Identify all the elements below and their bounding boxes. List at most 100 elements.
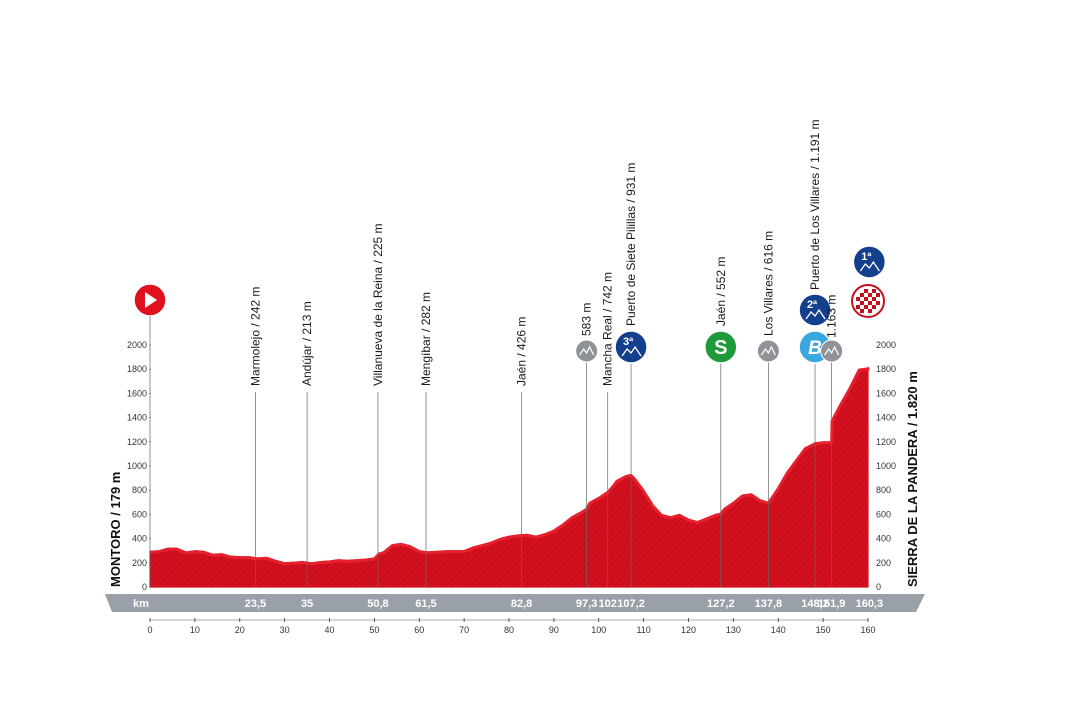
y-tick-label-right: 400 [876, 534, 891, 544]
y-tick-label-left: 1800 [127, 364, 147, 374]
elevation-profile-area [149, 366, 869, 588]
y-tick-label-left: 1400 [127, 413, 147, 423]
marker-label: Jaén / 426 m [515, 317, 529, 386]
km-band-label: km [133, 598, 149, 610]
checker-square [864, 305, 868, 309]
small-climb-icon [820, 339, 844, 363]
marker-km-label: 23,5 [245, 598, 266, 610]
x-tick-label: 0 [147, 625, 152, 635]
y-tick-label-right: 2000 [876, 340, 896, 350]
y-tick-label-right: 200 [876, 558, 891, 568]
y-tick-label-right: 1000 [876, 461, 896, 471]
mountain-glyph [579, 345, 595, 356]
checker-square [876, 293, 880, 297]
marker-km-label: 35 [301, 598, 313, 610]
marker-label: Villanueva de la Reina / 225 m [371, 223, 385, 386]
mountain-glyph [805, 308, 826, 320]
marker-km-label: 160,3 [856, 598, 884, 610]
x-tick-label: 60 [414, 625, 424, 635]
checker-square [860, 293, 864, 297]
y-tick-label-right: 1400 [876, 413, 896, 423]
checker-square [872, 305, 876, 309]
start-location-label: MONTORO / 179 m [108, 472, 123, 587]
x-tick-label: 90 [549, 625, 559, 635]
checker-square [868, 301, 872, 305]
checker-square [872, 297, 876, 301]
marker-label: Puerto de Siete Pilillas / 931 m [624, 163, 638, 326]
marker-km-label: 137,8 [755, 598, 783, 610]
y-tick-label-left: 1000 [127, 461, 147, 471]
y-tick-label-right: 1800 [876, 364, 896, 374]
marker-label: 583 m [580, 303, 594, 336]
play-glyph [145, 292, 157, 308]
marker-label: Mancha Real / 742 m [601, 272, 615, 386]
y-tick-label-right: 800 [876, 485, 891, 495]
sprint-label: S [714, 337, 727, 359]
y-tick-label-left: 600 [132, 509, 147, 519]
checker-square [856, 305, 860, 309]
x-tick-label: 20 [235, 625, 245, 635]
y-tick-label-left: 200 [132, 558, 147, 568]
x-tick-label: 120 [681, 625, 696, 635]
x-tick-label: 10 [190, 625, 200, 635]
x-tick-label: 40 [324, 625, 334, 635]
climb-category-label: 1ª [861, 251, 872, 263]
climb-category-label: 3ª [623, 336, 634, 348]
x-tick-label: 70 [459, 625, 469, 635]
checker-square [864, 297, 868, 301]
y-tick-label-left: 400 [132, 534, 147, 544]
x-tick-label: 80 [504, 625, 514, 635]
y-tick-label-right: 0 [876, 582, 881, 592]
x-tick-label: 160 [860, 625, 875, 635]
km-band [105, 594, 925, 612]
y-tick-label-left: 1200 [127, 437, 147, 447]
marker-km-label: 102 [599, 598, 617, 610]
checker-square [872, 289, 876, 293]
x-tick-label: 130 [726, 625, 741, 635]
mountain-glyph [824, 345, 840, 356]
x-tick-label: 110 [636, 625, 650, 635]
marker-km-label: 50,8 [367, 598, 388, 610]
mountain-glyph [859, 260, 880, 272]
checker-group [856, 289, 880, 313]
marker-label: 1.163 m [825, 295, 839, 338]
x-tick-label: 30 [280, 625, 290, 635]
y-tick-label-left: 0 [142, 582, 147, 592]
marker-km-label: 148,2 [801, 598, 829, 610]
marker-label: Jaén / 552 m [714, 257, 728, 326]
marker-km-label: 97,3 [576, 598, 597, 610]
small-climb-icon [756, 339, 780, 363]
mountain-glyph [760, 345, 776, 356]
marker-km-label: 61,5 [415, 598, 436, 610]
x-tick-label: 100 [591, 625, 606, 635]
marker-label: Mengíbar / 282 m [419, 292, 433, 386]
y-tick-label-left: 2000 [127, 340, 147, 350]
sprint-icon [704, 330, 738, 364]
finish-location-label: SIERRA DE LA PANDERA / 1.820 m [905, 371, 920, 587]
mountain-glyph [621, 345, 642, 357]
marker-km-label: 127,2 [707, 598, 735, 610]
x-tick-label: 50 [369, 625, 379, 635]
marker-label: Marmolejo / 242 m [248, 287, 262, 386]
y-tick-label-left: 800 [132, 485, 147, 495]
bonus-label: B [808, 338, 822, 359]
checker-square [864, 289, 868, 293]
marker-km-label: 107,2 [617, 598, 645, 610]
x-tick-label: 150 [816, 625, 831, 635]
y-tick-label-left: 1600 [127, 388, 147, 398]
y-tick-label-right: 1600 [876, 388, 896, 398]
marker-label: Puerto de Los Villares / 1.191 m [808, 119, 822, 290]
elevation-profile-line [149, 367, 870, 566]
climb-category-label: 2ª [807, 299, 818, 311]
x-tick-label: 140 [771, 625, 786, 635]
checker-square [868, 293, 872, 297]
marker-label: Andújar / 213 m [300, 301, 314, 386]
checker-square [868, 309, 872, 313]
marker-label: Los Villares / 616 m [761, 231, 775, 336]
marker-km-label: 151,9 [818, 598, 846, 610]
checker-square [876, 301, 880, 305]
y-tick-label-right: 1200 [876, 437, 896, 447]
checker-square [856, 297, 860, 301]
small-climb-icon [575, 339, 599, 363]
checker-square [860, 309, 864, 313]
